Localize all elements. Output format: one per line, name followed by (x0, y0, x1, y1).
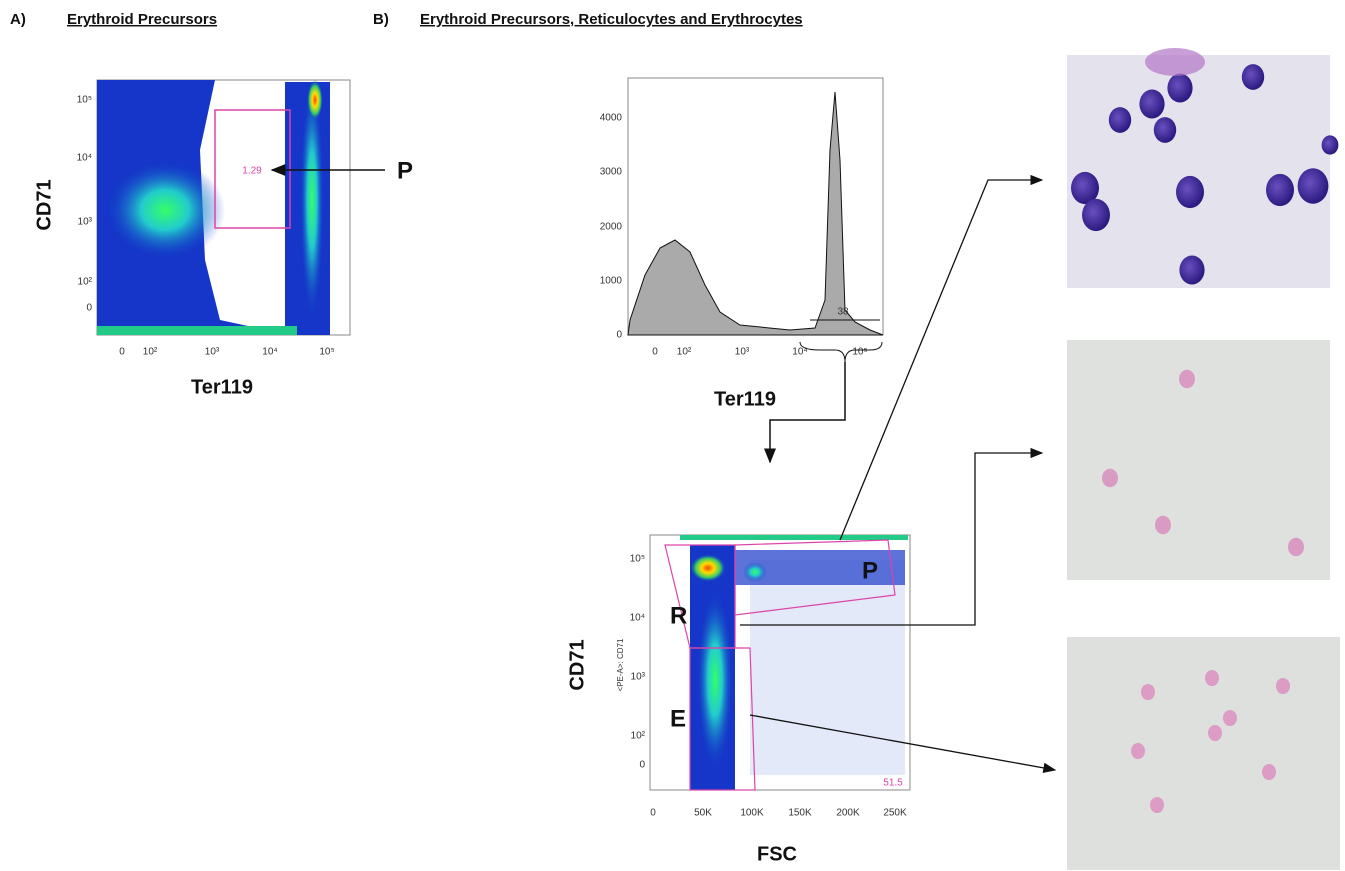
y-tick-label: 10⁵ (630, 554, 645, 565)
y-tick-label: 10⁵ (77, 95, 92, 106)
y-tick-label: 4000 (600, 113, 623, 124)
y-axis-label: CD71 (566, 639, 588, 690)
x-tick-label: 150K (788, 808, 812, 819)
y-tick-label: 10⁴ (77, 153, 92, 164)
x-tick-label: 250K (883, 808, 907, 819)
x-tick-label: 200K (836, 808, 860, 819)
x-axis-label: Ter119 (714, 388, 776, 410)
y-tick-label: 10² (78, 277, 93, 288)
micrograph (1067, 637, 1340, 870)
cell (1205, 670, 1219, 686)
cell (1179, 370, 1195, 388)
y-tick-label: 10³ (78, 217, 93, 228)
micrograph (1067, 48, 1338, 288)
x-tick-label: 100K (740, 808, 764, 819)
cell (1208, 725, 1222, 741)
cell (1288, 538, 1304, 556)
cell (1082, 199, 1110, 231)
histogram (628, 78, 883, 335)
figure: A) Erythroid Precursors 1.29 P CD71 Ter1… (0, 0, 1345, 871)
cell (1167, 74, 1192, 103)
cell (1266, 174, 1294, 206)
x-tick-label: 10² (677, 347, 692, 358)
gate-value: 1.29 (242, 166, 262, 177)
x-axis-label: FSC (757, 843, 797, 865)
x-tick-label: 10³ (735, 347, 750, 358)
cell (1276, 678, 1290, 694)
cell (1322, 135, 1339, 154)
cell (1109, 107, 1131, 133)
x-tick-label: 0 (652, 347, 658, 358)
cell-fragment (1145, 48, 1205, 76)
density-plot (97, 80, 350, 335)
micrograph (1067, 340, 1330, 580)
cell (1150, 797, 1164, 813)
cell (1176, 176, 1204, 208)
cell (1131, 743, 1145, 759)
panel-label: B) (373, 11, 389, 28)
x-tick-label: 10² (143, 347, 158, 358)
y-axis-sublabel: <PE-A>: CD71 (616, 638, 625, 691)
bracket (800, 342, 882, 362)
panel-title: Erythroid Precursors, Reticulocytes and … (420, 11, 803, 28)
y-tick-label: 10³ (631, 672, 646, 683)
gate-value: 38 (837, 307, 849, 318)
arrow-label: P (397, 157, 413, 184)
cell (1223, 710, 1237, 726)
gate-value: 51.5 (883, 778, 903, 789)
gate-label: E (670, 705, 686, 732)
gate-label: R (670, 602, 687, 629)
x-tick-label: 10⁵ (852, 347, 867, 358)
x-axis-label: Ter119 (191, 376, 253, 398)
y-tick-label: 10⁴ (630, 613, 645, 624)
x-tick-label: 10³ (205, 347, 220, 358)
cell (1298, 168, 1329, 203)
y-tick-label: 3000 (600, 167, 623, 178)
cell (1262, 764, 1276, 780)
gate-label: P (862, 557, 878, 584)
x-tick-label: 10⁵ (319, 347, 334, 358)
cell (1141, 684, 1155, 700)
arrow (770, 362, 845, 462)
x-tick-label: 10⁴ (262, 347, 277, 358)
cell (1155, 516, 1171, 534)
y-tick-label: 1000 (600, 276, 623, 287)
x-tick-label: 50K (694, 808, 712, 819)
panel-label: A) (10, 11, 26, 28)
y-tick-label: 10² (631, 731, 646, 742)
y-tick-label: 2000 (600, 222, 623, 233)
cell (1242, 64, 1264, 90)
x-tick-label: 0 (119, 347, 125, 358)
y-axis-label: CD71 (33, 179, 55, 230)
y-tick-label: 0 (616, 330, 622, 341)
panel-title: Erythroid Precursors (67, 11, 217, 28)
y-tick-label: 0 (639, 760, 645, 771)
cell (1179, 256, 1204, 285)
cell (1154, 117, 1176, 143)
x-tick-label: 0 (650, 808, 656, 819)
cell (1102, 469, 1118, 487)
y-tick-label: 0 (86, 303, 92, 314)
cell (1139, 90, 1164, 119)
